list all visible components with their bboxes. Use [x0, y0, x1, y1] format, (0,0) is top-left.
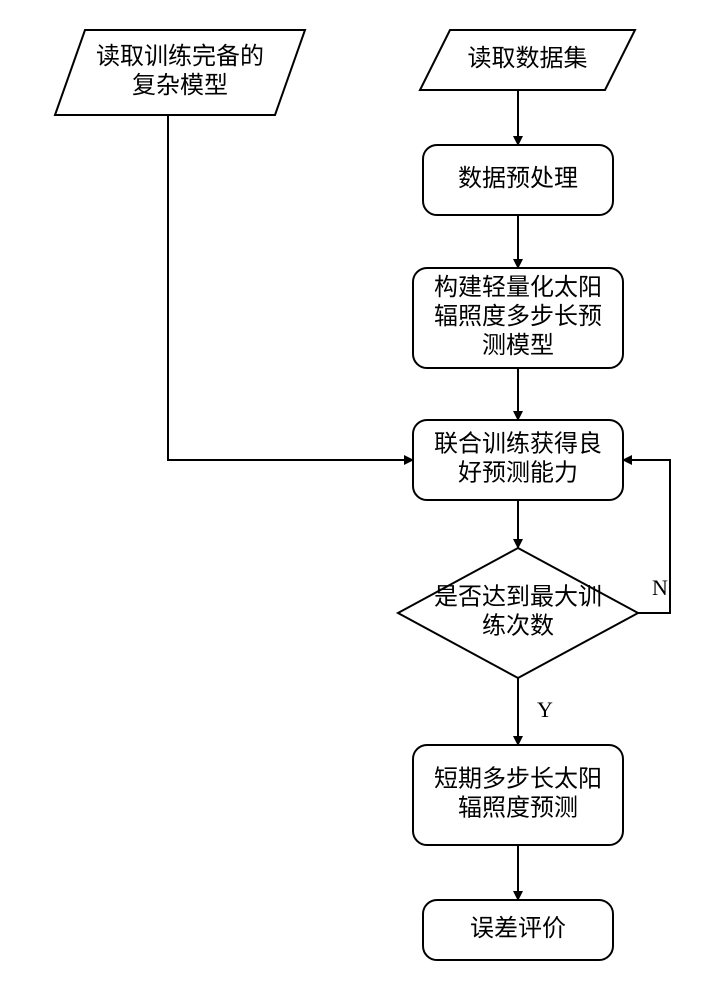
e_model_joint [168, 115, 413, 460]
n_dec: 是否达到最大训练次数 [398, 548, 638, 678]
svg-text:读取数据集: 读取数据集 [468, 45, 588, 72]
svg-text:数据预处理: 数据预处理 [458, 165, 578, 192]
svg-text:误差评价: 误差评价 [470, 915, 566, 942]
n_build: 构建轻量化太阳辐照度多步长预测模型 [413, 268, 623, 368]
e_dec_no: N [623, 460, 670, 613]
n_model: 读取训练完备的复杂模型 [55, 30, 305, 115]
e_dec_pred: Y [518, 678, 553, 745]
n_pred: 短期多步长太阳辐照度预测 [413, 745, 623, 845]
svg-text:Y: Y [537, 697, 553, 722]
n_joint: 联合训练获得良好预测能力 [413, 420, 623, 500]
n_pre: 数据预处理 [423, 145, 613, 215]
n_err: 误差评价 [423, 900, 613, 960]
svg-text:N: N [652, 575, 668, 600]
n_data: 读取数据集 [420, 30, 635, 90]
